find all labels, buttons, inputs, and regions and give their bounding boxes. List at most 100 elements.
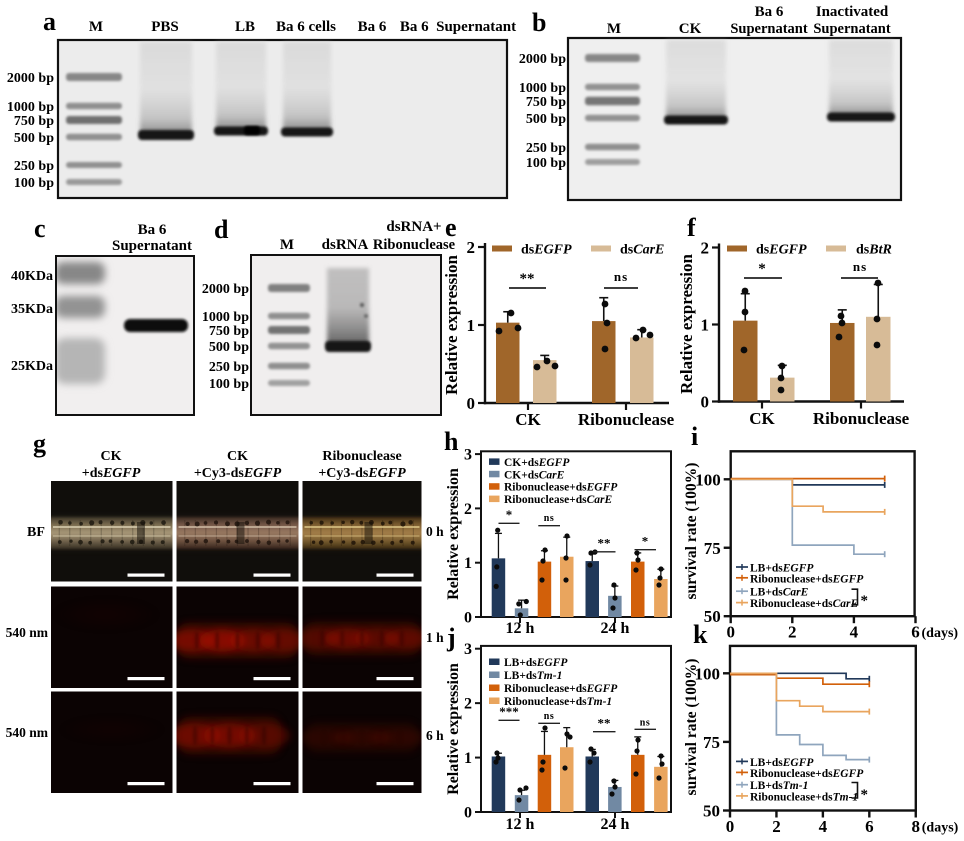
- svg-text:M: M: [607, 21, 621, 37]
- svg-text:d: d: [214, 215, 229, 244]
- svg-text:dsEGFP: dsEGFP: [756, 243, 807, 258]
- svg-text:LB+dsEGFP: LB+dsEGFP: [750, 757, 814, 769]
- svg-text:Supernatant: Supernatant: [112, 238, 192, 254]
- svg-text:**: **: [520, 271, 535, 287]
- svg-text:*: *: [861, 593, 869, 609]
- svg-text:0: 0: [464, 805, 472, 822]
- svg-text:**: **: [598, 536, 611, 551]
- svg-text:k: k: [693, 620, 708, 649]
- svg-text:1: 1: [464, 750, 472, 767]
- svg-text:2: 2: [464, 501, 472, 518]
- svg-text:Ribonuclease: Ribonuclease: [322, 449, 401, 464]
- svg-text:M: M: [280, 237, 294, 253]
- svg-text:CK: CK: [515, 410, 541, 429]
- svg-text:100: 100: [695, 664, 721, 683]
- svg-text:4: 4: [819, 817, 828, 836]
- svg-text:+dsEGFP: +dsEGFP: [82, 466, 141, 481]
- svg-text:3: 3: [464, 641, 472, 658]
- svg-text:a: a: [43, 7, 56, 36]
- svg-text:Ribonuclease+dsEGFP: Ribonuclease+dsEGFP: [504, 482, 618, 494]
- svg-text:8: 8: [912, 817, 921, 836]
- svg-text:*: *: [642, 534, 649, 549]
- svg-text:BF: BF: [27, 525, 45, 540]
- svg-text:Supernatant: Supernatant: [813, 21, 891, 37]
- svg-text:1000 bp: 1000 bp: [519, 81, 566, 96]
- svg-text:1: 1: [467, 316, 476, 335]
- svg-text:Ba 6: Ba 6: [755, 4, 784, 20]
- svg-text:c: c: [34, 214, 46, 243]
- svg-text:0: 0: [726, 817, 735, 836]
- svg-text:*: *: [506, 507, 513, 522]
- svg-text:CK: CK: [101, 449, 122, 464]
- svg-text:24 h: 24 h: [601, 620, 630, 637]
- svg-text:Ribonuclease+dsCarE: Ribonuclease+dsCarE: [504, 494, 613, 506]
- svg-text:+Cy3-dsEGFP: +Cy3-dsEGFP: [318, 466, 406, 481]
- svg-text:0: 0: [467, 394, 476, 413]
- svg-text:Ba 6: Ba 6: [138, 222, 167, 238]
- svg-text:6 h: 6 h: [426, 728, 444, 743]
- svg-text:ns: ns: [853, 259, 867, 274]
- svg-text:LB+dsTm-1: LB+dsTm-1: [504, 670, 562, 682]
- svg-text:M: M: [89, 19, 103, 35]
- svg-text:Ribonuclease+dsTm-1: Ribonuclease+dsTm-1: [504, 696, 612, 708]
- svg-text:Ribonuclease: Ribonuclease: [373, 237, 456, 253]
- svg-text:LB: LB: [235, 19, 255, 35]
- svg-text:6: 6: [865, 817, 874, 836]
- svg-text:2: 2: [701, 239, 710, 258]
- svg-text:dsRNA+: dsRNA+: [386, 219, 441, 235]
- svg-text:Ribonuclease+dsCarE: Ribonuclease+dsCarE: [750, 598, 859, 610]
- svg-text:Relative expression: Relative expression: [442, 254, 461, 394]
- svg-text:Ribonuclease+dsEGFP: Ribonuclease+dsEGFP: [750, 768, 864, 780]
- svg-text:CK: CK: [679, 21, 702, 37]
- svg-text:0 h: 0 h: [426, 524, 444, 539]
- svg-text:2: 2: [464, 696, 472, 713]
- svg-text:+Cy3-dsEGFP: +Cy3-dsEGFP: [194, 466, 282, 481]
- svg-text:500 bp: 500 bp: [209, 340, 249, 355]
- svg-text:100 bp: 100 bp: [526, 156, 566, 171]
- svg-text:b: b: [532, 8, 546, 37]
- svg-text:h: h: [444, 427, 459, 456]
- svg-text:100 bp: 100 bp: [14, 176, 54, 191]
- svg-text:250 bp: 250 bp: [526, 141, 566, 156]
- svg-text:Inactivated: Inactivated: [816, 4, 889, 20]
- svg-text:*: *: [861, 787, 869, 803]
- svg-text:Ba 6: Ba 6: [358, 19, 387, 35]
- svg-text:0: 0: [464, 610, 472, 627]
- svg-text:CK+dsCarE: CK+dsCarE: [504, 469, 565, 481]
- svg-text:PBS: PBS: [151, 19, 179, 35]
- svg-text:dsEGFP: dsEGFP: [521, 243, 572, 258]
- svg-text:540 nm: 540 nm: [6, 725, 49, 740]
- svg-text:Relative expression: Relative expression: [677, 253, 696, 393]
- svg-text:1000 bp: 1000 bp: [7, 100, 54, 115]
- svg-text:2000 bp: 2000 bp: [519, 52, 566, 67]
- svg-text:1: 1: [701, 316, 710, 335]
- svg-text:***: ***: [499, 704, 519, 719]
- svg-text:25KDa: 25KDa: [11, 359, 53, 374]
- svg-text:540 nm: 540 nm: [6, 625, 49, 640]
- svg-text:j: j: [446, 623, 456, 652]
- svg-text:250 bp: 250 bp: [209, 360, 249, 375]
- svg-text:CK+dsEGFP: CK+dsEGFP: [504, 457, 570, 469]
- svg-text:4: 4: [850, 623, 859, 642]
- svg-text:50: 50: [704, 607, 721, 626]
- svg-text:Ba 6 Supernatant: Ba 6 Supernatant: [400, 19, 516, 35]
- svg-text:ns: ns: [544, 513, 554, 524]
- svg-text:35KDa: 35KDa: [11, 302, 53, 317]
- svg-text:dsBtR: dsBtR: [856, 243, 892, 258]
- svg-text:0: 0: [726, 623, 735, 642]
- svg-text:250 bp: 250 bp: [14, 159, 54, 174]
- svg-text:750 bp: 750 bp: [14, 114, 54, 129]
- svg-text:ns: ns: [614, 269, 628, 284]
- svg-text:750 bp: 750 bp: [526, 95, 566, 110]
- svg-text:75: 75: [704, 539, 721, 558]
- svg-text:750 bp: 750 bp: [209, 324, 249, 339]
- svg-text:12 h: 12 h: [506, 816, 535, 833]
- svg-text:100 bp: 100 bp: [209, 377, 249, 392]
- svg-text:LB+dsTm-1: LB+dsTm-1: [750, 780, 808, 792]
- svg-text:24 h: 24 h: [601, 816, 630, 833]
- svg-text:0: 0: [701, 393, 710, 412]
- svg-text:2000 bp: 2000 bp: [202, 282, 249, 297]
- svg-text:Relative expression: Relative expression: [445, 663, 462, 795]
- svg-text:(days): (days): [922, 821, 959, 836]
- svg-text:ns: ns: [640, 718, 650, 729]
